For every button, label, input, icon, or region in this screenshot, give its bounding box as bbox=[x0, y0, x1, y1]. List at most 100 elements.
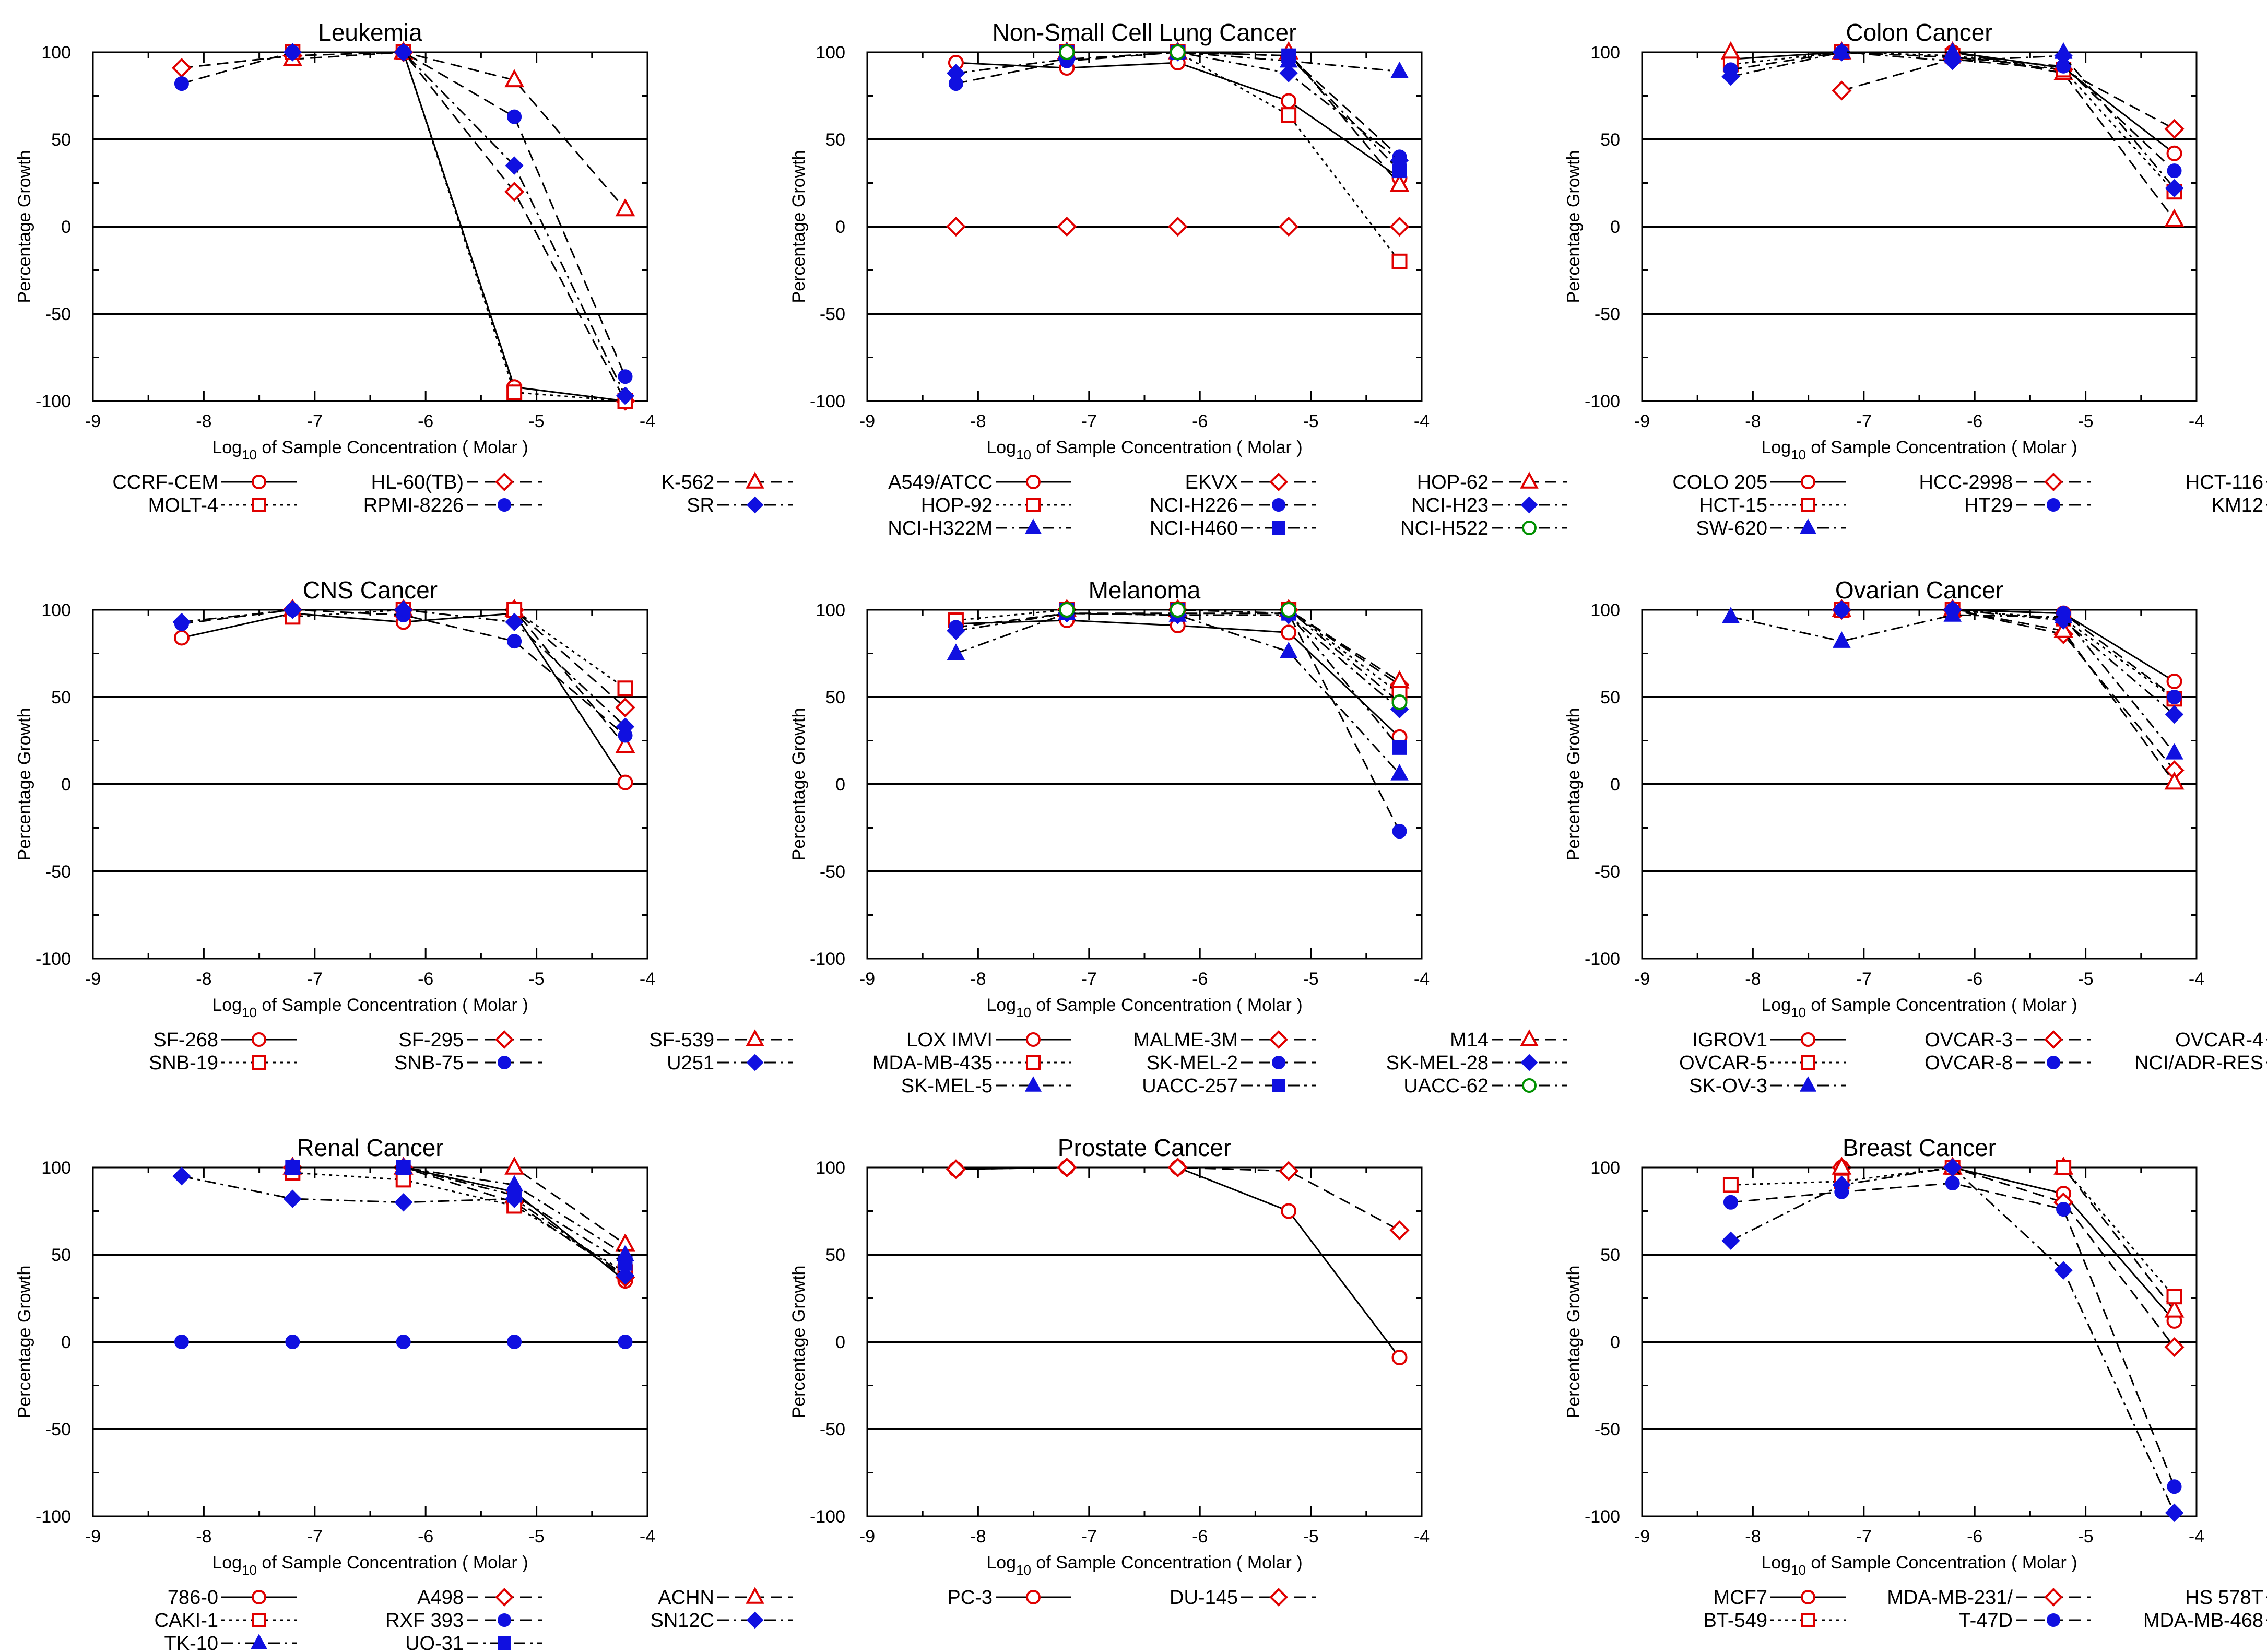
legend-marker-du-145 bbox=[1269, 1588, 1288, 1607]
y-tick-label: 0 bbox=[1610, 775, 1620, 795]
legend-marker-pc-3 bbox=[1026, 1590, 1041, 1604]
x-tick-label: -9 bbox=[859, 969, 875, 989]
series-line-a549-atcc bbox=[955, 62, 1400, 179]
data-point-rxf-393 bbox=[174, 1335, 189, 1349]
y-tick-label: -100 bbox=[810, 1507, 845, 1527]
y-axis-label: Percentage Growth bbox=[789, 1266, 809, 1419]
data-point-igrov1 bbox=[2166, 673, 2182, 689]
y-tick-label: 100 bbox=[41, 600, 71, 620]
legend-label-nci-h322m: NCI-H322M bbox=[888, 517, 993, 539]
x-tick-label: -5 bbox=[2077, 411, 2093, 431]
legend-label-nci-h522: NCI-H522 bbox=[1400, 517, 1489, 539]
legend-label-mcf7: MCF7 bbox=[1714, 1587, 1767, 1609]
x-tick-label: -5 bbox=[528, 1527, 544, 1547]
legend-label-hct-116: HCT-116 bbox=[2186, 471, 2263, 493]
legend-marker-sf-539 bbox=[746, 1029, 764, 1046]
y-tick-label: 100 bbox=[1590, 1158, 1620, 1178]
legend-marker-ccrf-cem bbox=[252, 475, 266, 489]
panel-prostate-cancer: 100 50 0 -50 -100 -9 -8 -7 -6 -5 -4 Prostate Cancer… bbox=[789, 1134, 1430, 1609]
series-line-k-562 bbox=[292, 51, 626, 210]
data-point-sk-ov-3 bbox=[1833, 631, 1851, 648]
data-point-nci-h322m bbox=[1390, 61, 1409, 78]
data-point-k-562 bbox=[615, 198, 635, 217]
series-line-uacc-62 bbox=[1067, 609, 1400, 703]
data-point-sw-620 bbox=[2054, 42, 2073, 59]
legend-marker-sw-620 bbox=[1799, 518, 1817, 534]
data-point-hl-60-tb bbox=[504, 182, 525, 202]
data-point-sk-ov-3 bbox=[2165, 742, 2183, 760]
x-tick-label: -4 bbox=[1414, 1527, 1430, 1547]
data-point-uacc-257 bbox=[1392, 740, 1407, 755]
data-point-hct-116 bbox=[1720, 41, 1741, 60]
data-point-hcc-2998 bbox=[1832, 80, 1852, 101]
x-tick-label: -4 bbox=[1414, 411, 1430, 431]
data-point-mda-mb-468 bbox=[2165, 1503, 2184, 1522]
legend-marker-k-562 bbox=[746, 471, 764, 489]
legend-label-ovcar-5: OVCAR-5 bbox=[1679, 1052, 1767, 1074]
data-point-sr bbox=[505, 156, 524, 175]
data-point-pc-3 bbox=[1391, 1350, 1408, 1366]
legend-label-sw-620: SW-620 bbox=[1696, 517, 1767, 539]
series-line-sn12c bbox=[181, 1175, 626, 1277]
panel-melanoma: 100 50 0 -50 -100 -9 -8 -7 -6 -5 -4 Melanoma Percent… bbox=[789, 576, 1567, 1097]
data-point-mda-mb-468 bbox=[2054, 1261, 2073, 1280]
chart-title: Ovarian Cancer bbox=[1835, 576, 2003, 604]
legend-label-k-562: K-562 bbox=[662, 471, 714, 493]
x-tick-label: -4 bbox=[640, 411, 655, 431]
x-axis-label: Log10 of Sample Concentration ( Molar ) bbox=[986, 995, 1302, 1020]
data-point-sn12c bbox=[283, 1189, 302, 1208]
series-line-sk-mel-28 bbox=[955, 612, 1400, 710]
x-tick-label: -8 bbox=[196, 969, 211, 989]
y-axis-label: Percentage Growth bbox=[15, 708, 34, 861]
y-tick-label: -100 bbox=[36, 1507, 71, 1527]
y-tick-label: -100 bbox=[36, 949, 71, 969]
x-tick-label: -6 bbox=[1192, 411, 1208, 431]
legend-marker-sf-268 bbox=[252, 1032, 266, 1047]
series-line-snb-19 bbox=[292, 609, 626, 689]
x-tick-label: -5 bbox=[1303, 1527, 1318, 1547]
legend-marker-a549-atcc bbox=[1026, 475, 1041, 489]
data-point-du-145 bbox=[946, 1159, 966, 1179]
data-point-sw-620 bbox=[1833, 42, 1851, 59]
legend-label-du-145: DU-145 bbox=[1170, 1587, 1238, 1609]
x-tick-label: -8 bbox=[970, 411, 986, 431]
data-point-sk-ov-3 bbox=[1721, 607, 1740, 624]
series-line-uo-31 bbox=[292, 1166, 626, 1264]
legend-label-lox-imvi: LOX IMVI bbox=[906, 1029, 993, 1051]
chart-title: CNS Cancer bbox=[303, 576, 438, 604]
series-line-ovcar-8 bbox=[1841, 609, 2175, 698]
data-point-t-47d bbox=[1945, 1176, 1960, 1191]
data-point-mda-mb-468 bbox=[1721, 1231, 1740, 1250]
legend-marker-sf-295 bbox=[495, 1030, 514, 1049]
data-point-uo-31 bbox=[507, 1188, 522, 1203]
y-tick-label: -50 bbox=[1595, 304, 1620, 324]
legend-marker-nci-h23 bbox=[1520, 496, 1538, 514]
legend-marker-molt-4 bbox=[252, 498, 266, 512]
legend-marker-bt-549 bbox=[1801, 1613, 1815, 1627]
x-tick-label: -9 bbox=[85, 411, 101, 431]
x-tick-label: -7 bbox=[1856, 1527, 1872, 1547]
legend-marker-hl-60-tb bbox=[495, 473, 514, 491]
data-point-sn12c bbox=[616, 1266, 635, 1285]
chart-title: Leukemia bbox=[318, 19, 422, 46]
y-tick-label: -50 bbox=[820, 862, 845, 882]
data-point-uacc-62 bbox=[1170, 602, 1186, 618]
y-tick-label: 50 bbox=[825, 130, 845, 150]
data-point-t-47d bbox=[1723, 1195, 1738, 1210]
data-point-sn12c bbox=[394, 1193, 413, 1212]
data-point-u251 bbox=[283, 600, 302, 619]
data-point-u251 bbox=[505, 612, 524, 632]
legend-label-igrov1: IGROV1 bbox=[1692, 1029, 1767, 1051]
y-tick-label: 100 bbox=[1590, 600, 1620, 620]
legend-label-colo-205: COLO 205 bbox=[1672, 471, 1767, 493]
x-tick-label: -9 bbox=[85, 969, 101, 989]
x-tick-label: -5 bbox=[2077, 1527, 2093, 1547]
y-tick-label: 0 bbox=[835, 1332, 845, 1352]
data-point-sr bbox=[394, 43, 413, 62]
x-axis-label: Log10 of Sample Concentration ( Molar ) bbox=[986, 438, 1302, 463]
data-point-ekvx bbox=[946, 216, 966, 237]
data-point-m14 bbox=[1389, 670, 1410, 689]
legend-marker-nci-h522 bbox=[1522, 521, 1537, 535]
y-tick-label: -50 bbox=[1595, 862, 1620, 882]
legend-marker-nci-h226 bbox=[1272, 498, 1285, 512]
